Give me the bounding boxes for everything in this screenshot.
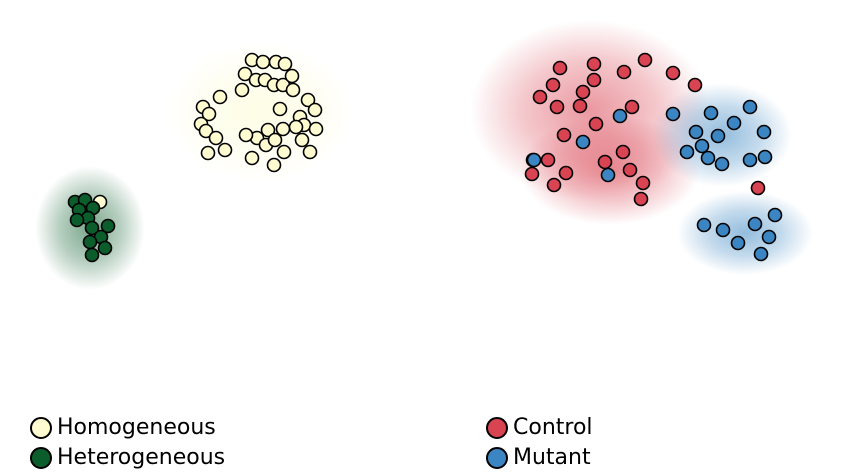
point-heterogeneous (84, 220, 100, 236)
point-mutant (767, 207, 783, 223)
point-homogeneous (212, 89, 228, 105)
legend-label-homogeneous: Homogeneous (57, 415, 216, 440)
point-control (615, 144, 631, 160)
point-homogeneous (302, 144, 318, 160)
legend-item-mutant: Mutant (486, 445, 593, 471)
point-heterogeneous (69, 212, 85, 228)
point-control (635, 175, 651, 191)
point-homogeneous (308, 121, 324, 137)
point-mutant (753, 246, 769, 262)
cluster-halos (35, 20, 813, 290)
point-control (552, 60, 568, 76)
legend-item-control: Control (486, 415, 593, 441)
point-control (558, 165, 574, 181)
point-heterogeneous (84, 247, 100, 263)
point-mutant (688, 124, 704, 140)
point-control (572, 98, 588, 114)
point-control (549, 99, 565, 115)
legend-group-left: Homogeneous Heterogeneous (30, 415, 225, 471)
legend-item-homogeneous: Homogeneous (30, 415, 225, 441)
point-mutant (761, 229, 777, 245)
point-control (575, 84, 591, 100)
data-points (67, 52, 783, 263)
point-mutant (526, 152, 542, 168)
point-homogeneous (208, 130, 224, 146)
point-mutant (714, 156, 730, 172)
point-homogeneous (284, 68, 300, 84)
point-homogeneous (238, 127, 254, 143)
legend-item-heterogeneous: Heterogeneous (30, 445, 225, 471)
point-control (637, 52, 653, 68)
point-homogeneous (266, 157, 282, 173)
point-mutant (756, 124, 772, 140)
homogeneous-swatch-icon (30, 417, 52, 439)
point-homogeneous (201, 106, 217, 122)
point-heterogeneous (100, 218, 116, 234)
point-control (750, 180, 766, 196)
point-control (540, 152, 556, 168)
point-mutant (575, 134, 591, 150)
point-homogeneous (294, 132, 310, 148)
point-mutant (715, 222, 731, 238)
point-control (546, 177, 562, 193)
mutant-swatch-icon (486, 447, 508, 469)
point-control (597, 154, 613, 170)
point-control (545, 77, 561, 93)
point-homogeneous (198, 123, 214, 139)
point-homogeneous (285, 82, 301, 98)
control-swatch-icon (486, 417, 508, 439)
point-homogeneous (200, 145, 216, 161)
point-mutant (665, 106, 681, 122)
point-heterogeneous (82, 234, 98, 250)
point-mutant (694, 138, 710, 154)
point-homogeneous (277, 56, 293, 72)
point-control (524, 166, 540, 182)
point-homogeneous (288, 119, 304, 135)
legend-label-mutant: Mutant (513, 445, 591, 470)
point-control (556, 127, 572, 143)
point-mutant (730, 235, 746, 251)
point-homogeneous (260, 122, 276, 138)
point-control (665, 65, 681, 81)
cluster-halo-mutant (677, 191, 813, 275)
point-homogeneous (267, 132, 283, 148)
point-mutant (696, 217, 712, 233)
heterogeneous-swatch-icon (30, 447, 52, 469)
point-control (586, 56, 602, 72)
point-mutant (679, 144, 695, 160)
point-control (616, 64, 632, 80)
point-mutant (600, 167, 616, 183)
point-mutant (710, 128, 726, 144)
point-control (633, 191, 649, 207)
point-heterogeneous (97, 240, 113, 256)
point-homogeneous (255, 54, 271, 70)
legend-group-right: Control Mutant (486, 415, 593, 471)
point-mutant (742, 99, 758, 115)
legend-label-control: Control (513, 415, 593, 440)
point-homogeneous (272, 101, 288, 117)
legend-label-heterogeneous: Heterogeneous (57, 445, 226, 470)
point-control (687, 77, 703, 93)
point-homogeneous (300, 92, 316, 108)
point-mutant (742, 152, 758, 168)
point-mutant (747, 216, 763, 232)
point-control (532, 89, 548, 105)
point-control (622, 162, 638, 178)
point-mutant (757, 149, 773, 165)
point-homogeneous (217, 142, 233, 158)
point-control (624, 99, 640, 115)
point-homogeneous (276, 144, 292, 160)
point-homogeneous (244, 150, 260, 166)
point-homogeneous (237, 66, 253, 82)
point-homogeneous (275, 121, 291, 137)
point-mutant (612, 108, 628, 124)
point-mutant (703, 105, 719, 121)
point-homogeneous (234, 82, 250, 98)
point-control (588, 116, 604, 132)
point-mutant (726, 115, 742, 131)
point-control (586, 72, 602, 88)
point-homogeneous (307, 102, 323, 118)
point-mutant (700, 150, 716, 166)
